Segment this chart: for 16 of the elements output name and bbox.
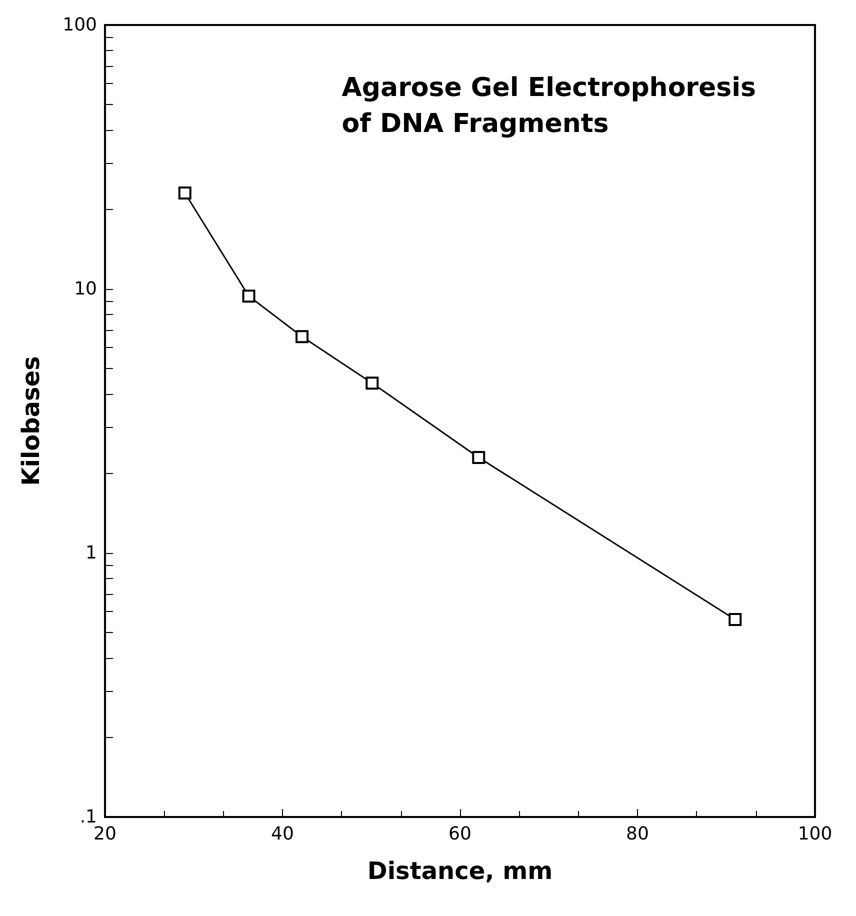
point — [728, 612, 742, 626]
x-tick-label: 80 — [626, 824, 649, 844]
text: Agarose Gel Electrophoresis of DNA Fragments — [342, 73, 756, 139]
x-axis-title: Distance, mm — [367, 857, 553, 885]
point — [242, 290, 256, 303]
x-tick-label: 40 — [271, 824, 294, 844]
y-tick-label: 1 — [86, 542, 97, 564]
point — [472, 451, 486, 464]
y-tick-label: 100 — [62, 14, 97, 36]
y-axis-title: Kilobases — [17, 356, 45, 486]
point — [296, 330, 309, 344]
x-tick-label: 100 — [798, 824, 832, 844]
point — [178, 186, 192, 200]
y-tick-label: 10 — [74, 278, 97, 300]
x-tick-label: 60 — [448, 824, 472, 844]
point — [366, 376, 379, 390]
